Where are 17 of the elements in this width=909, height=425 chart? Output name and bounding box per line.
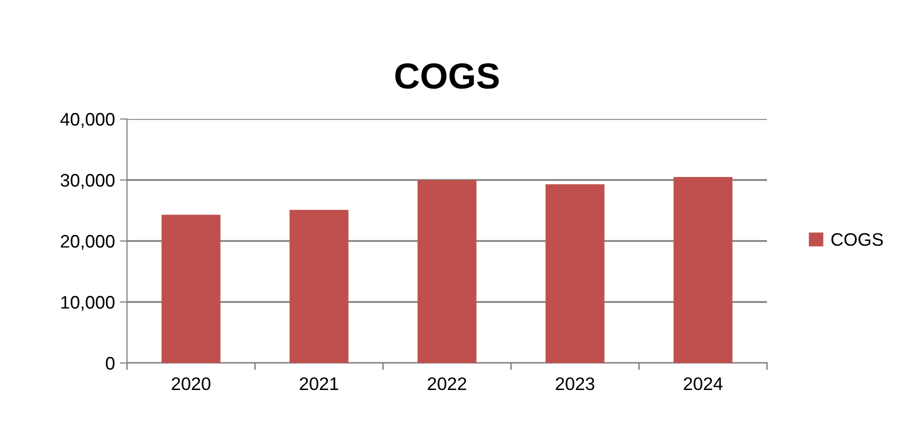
chart-title: COGS xyxy=(395,63,499,89)
y-tick-label: 40,000 xyxy=(60,112,114,128)
bar xyxy=(418,180,476,363)
bar xyxy=(162,214,220,363)
y-tick-label: 20,000 xyxy=(60,234,114,250)
x-tick-label: 2021 xyxy=(300,377,338,390)
legend-label: COGS xyxy=(831,233,883,246)
x-tick-label: 2020 xyxy=(172,377,210,390)
bar xyxy=(674,176,732,363)
y-tick-label: 0 xyxy=(106,356,114,370)
x-tick-label: 2023 xyxy=(556,377,594,390)
x-tick-label: 2022 xyxy=(428,377,466,390)
x-tick-label: 2024 xyxy=(684,377,723,390)
y-tick-label: 30,000 xyxy=(60,174,114,189)
bar xyxy=(546,184,604,363)
y-tick-label: 10,000 xyxy=(61,296,114,311)
bar xyxy=(290,210,348,363)
